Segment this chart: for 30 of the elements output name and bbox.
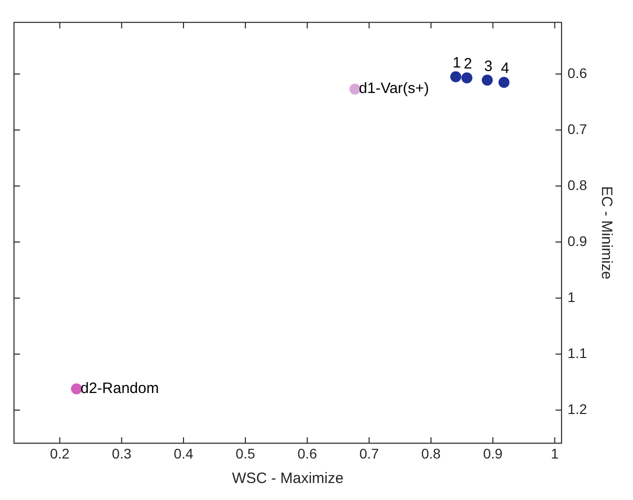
annotation: 2 xyxy=(464,56,472,73)
x-tick-label: 0.4 xyxy=(174,445,194,462)
x-tick-label: 1 xyxy=(550,445,559,462)
point xyxy=(450,71,462,82)
y-tick-label: 0.8 xyxy=(568,176,588,193)
annotation: d2-Random xyxy=(80,380,159,397)
x-tick-label: 0.5 xyxy=(236,445,256,462)
x-tick-label: 0.7 xyxy=(359,445,380,462)
x-axis-title: WSC - Maximize xyxy=(232,470,344,488)
x-tick-label: 0.8 xyxy=(421,445,441,462)
y-tick-label: 1.2 xyxy=(568,401,588,417)
point xyxy=(498,76,510,88)
annotation: 3 xyxy=(484,58,492,75)
point xyxy=(70,383,82,394)
y-tick-label: 1 xyxy=(568,288,576,305)
y-axis-title: EC - Minimize xyxy=(598,186,615,280)
point xyxy=(461,72,472,84)
annotation: 1 xyxy=(452,54,461,72)
x-tick-label: 0.9 xyxy=(483,445,503,462)
y-tick-label: 0.7 xyxy=(568,120,588,137)
x-tick-label: 0.2 xyxy=(50,445,70,462)
point xyxy=(482,74,493,86)
y-tick-label: 0.6 xyxy=(568,64,588,81)
y-tick-label: 1.1 xyxy=(568,344,588,361)
annotation: d1-Var(s+) xyxy=(358,80,430,98)
x-tick-label: 0.3 xyxy=(112,445,132,462)
point xyxy=(349,84,360,95)
annotation: 4 xyxy=(500,60,510,77)
x-tick-label: 0.6 xyxy=(298,445,318,462)
y-tick-label: 0.9 xyxy=(568,232,588,249)
